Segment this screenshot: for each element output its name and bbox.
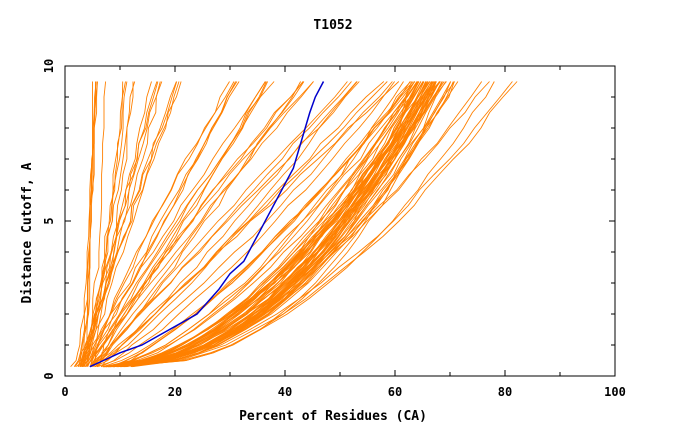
model-curve-109: [121, 81, 483, 368]
model-curve-33: [93, 81, 305, 367]
model-curve-17: [82, 81, 178, 367]
model-curve-26: [80, 81, 266, 367]
model-curve-97: [107, 81, 447, 368]
model-curve-42: [100, 81, 393, 368]
x-tick-label: 20: [168, 385, 182, 399]
model-curve-40: [96, 81, 348, 367]
y-tick-label: 5: [42, 217, 56, 224]
model-curve-41: [94, 81, 388, 368]
model-curve-98: [112, 81, 429, 368]
y-axis-label: Distance Cutoff, A: [20, 162, 35, 303]
model-curve-45: [101, 81, 385, 367]
x-axis-label: Percent of Residues (CA): [239, 409, 427, 424]
model-curve-16: [74, 81, 180, 367]
model-curve-82: [113, 81, 413, 368]
model-curve-23: [86, 81, 238, 367]
plot-area: [65, 66, 615, 376]
series-layer: [70, 81, 518, 368]
model-curve-111: [130, 81, 513, 368]
tick-labels-layer: 0 20 40 60 80 100 0 5 10: [42, 59, 626, 399]
model-curve-51: [102, 81, 414, 368]
model-curve-43: [96, 81, 395, 368]
model-curve-53: [108, 81, 404, 368]
model-curve-24: [91, 81, 235, 367]
x-tick-label: 60: [388, 385, 402, 399]
model-curve-106: [117, 81, 451, 368]
model-curve-29: [89, 81, 275, 367]
y-tick-label: 10: [42, 59, 56, 73]
model-curve-48: [106, 81, 412, 368]
model-curve-34: [95, 81, 304, 367]
x-tick-label: 100: [604, 385, 626, 399]
model-curve-44: [91, 81, 400, 368]
model-curve-4: [77, 81, 96, 367]
chart-title: T1052: [313, 18, 352, 33]
model-curve-52: [111, 81, 416, 368]
ticks-layer: [64, 65, 616, 377]
model-curve-31: [94, 81, 301, 368]
model-curve-110: [132, 81, 518, 368]
model-curve-35: [87, 81, 314, 367]
model-curve-28: [91, 81, 267, 367]
model-curve-14: [82, 81, 159, 367]
model-curve-92: [105, 81, 429, 368]
x-tick-label: 80: [498, 385, 512, 399]
highlight-series-line: [89, 81, 325, 368]
model-curve-108: [125, 81, 490, 368]
model-curve-89: [108, 81, 432, 368]
model-curve-22: [81, 81, 236, 368]
model-curve-19: [85, 81, 182, 367]
model-curve-88: [106, 81, 430, 368]
model-curve-12: [80, 81, 152, 367]
y-tick-label: 0: [42, 372, 56, 379]
x-tick-label: 0: [61, 385, 68, 399]
model-curve-32: [89, 81, 314, 367]
x-tick-label: 40: [278, 385, 292, 399]
model-curve-18: [81, 81, 177, 367]
